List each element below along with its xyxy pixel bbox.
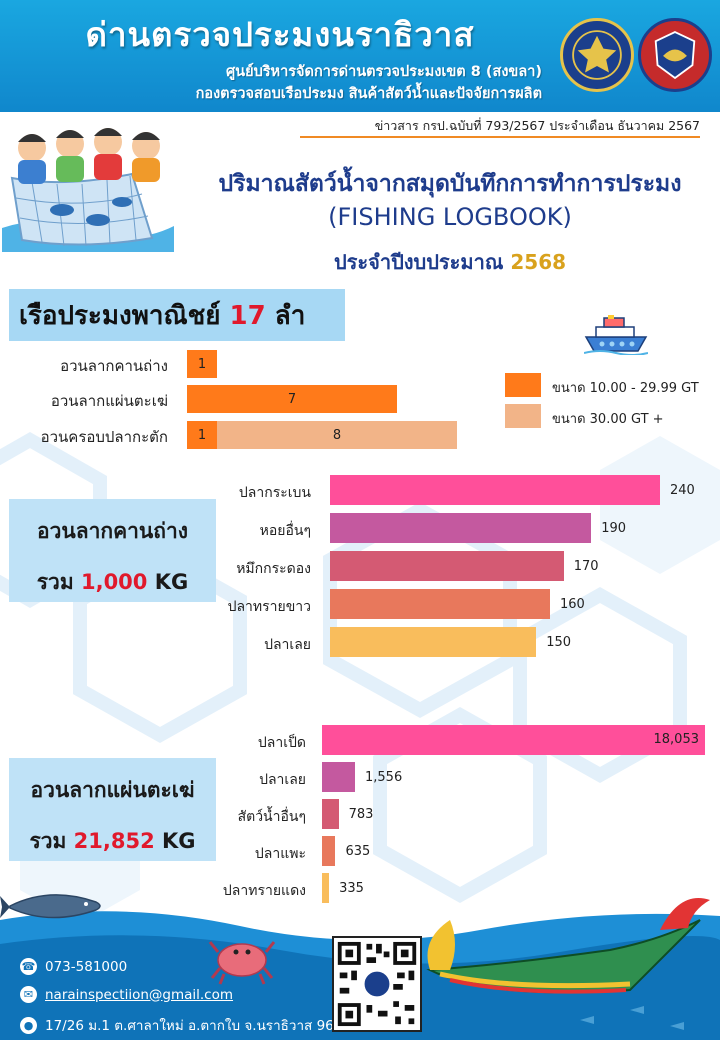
catch-bar: [330, 589, 550, 619]
catch-value-label: 160: [560, 597, 585, 612]
catch-bar: [322, 873, 330, 903]
beam-trawl-summary-total: รวม 1,000 KG: [36, 570, 189, 594]
catch-value-label: 190: [601, 521, 627, 536]
boats-heading-prefix: เรือประมงพาณิชย์: [19, 301, 221, 331]
category-label: ปลากระเบน: [238, 485, 311, 501]
category-label: ปลาเป็ด: [257, 735, 306, 751]
catch-bar: [330, 551, 564, 581]
location-pin-icon: ●: [20, 1016, 37, 1034]
category-label: ปลาทรายขาว: [227, 599, 311, 615]
catch-bar: [322, 725, 705, 755]
category-label: ปลาแพะ: [254, 846, 306, 862]
catch-bar: [330, 513, 592, 543]
crab-icon: [208, 941, 276, 985]
catch-bar: [322, 799, 339, 829]
category-label: ปลาเลย: [259, 772, 306, 788]
legend-swatch: [505, 373, 541, 397]
qr-code-icon[interactable]: [332, 936, 422, 1032]
category-label: ปลาทรายแดง: [222, 883, 306, 899]
infographic-title-line-1: ปริมาณสัตว์น้ำจากสมุดบันทึกการทำการประมง: [218, 171, 682, 197]
catch-bar: [322, 836, 336, 866]
catch-value-label: 150: [546, 635, 572, 650]
boats-count: 17: [229, 301, 266, 331]
catch-value-label: 240: [670, 483, 695, 498]
infographic-title-line-2: (FISHING LOGBOOK): [328, 203, 572, 231]
contact-email[interactable]: ✉ narainspectiion@gmail.com: [20, 986, 233, 1003]
header-title: ด่านตรวจประมงนราธิวาส: [85, 15, 475, 54]
otter-trawl-catch-chart: ปลาเป็ด 18,053 ปลาเลย 1,556 สัตว์น้ำอื่นๆ 783…: [0, 720, 720, 920]
vessel-bar-segment: 8: [217, 421, 457, 449]
beam-trawl-summary-box: อวนลากคานถ่าง รวม 1,000 KG: [9, 499, 216, 602]
beam-trawl-total-value: 1,000: [80, 570, 148, 594]
email-icon: ✉: [20, 986, 37, 1003]
vessel-bar-segment: 7: [187, 385, 397, 413]
header-banner: ด่านตรวจประมงนราธิวาส ศูนย์บริหารจัดการด…: [0, 0, 720, 112]
catch-value-label: 635: [345, 844, 371, 859]
category-label: หมึกกระดอง: [236, 561, 311, 577]
contact-phone: ☎ 073-581000: [20, 958, 128, 975]
boats-unit: ลำ: [274, 301, 306, 331]
header-subtitle-1: ศูนย์บริหารจัดการด่านตรวจประมงเขต 8 (สงข…: [225, 64, 542, 80]
fiscal-year-prefix: ประจำปีงบประมาณ: [333, 250, 504, 274]
legend-swatch: [505, 404, 541, 428]
vessel-type-label: อวนลากคานถ่าง: [60, 357, 168, 375]
fishery-inspection-badge-icon: [638, 18, 712, 92]
catch-bar: [322, 762, 355, 792]
catch-value-label: 783: [348, 807, 374, 822]
infographic-title-line-3: ประจำปีงบประมาณ 2568: [180, 246, 720, 278]
beam-trawl-catch-chart: ปลากระเบน 240 หอยอื่นๆ 190 หมึกกระดอง 170 ปลาท…: [0, 470, 720, 670]
department-seal-icon: [560, 18, 634, 92]
catch-bar: [330, 627, 537, 657]
vessel-type-chart: อวนลากคานถ่าง 1 อวนลากแผ่นตะเฆ่ 7 อวนครอบปลา…: [0, 340, 720, 460]
catch-bar: [330, 475, 660, 505]
category-label: ปลาเลย: [264, 637, 311, 653]
news-line: ข่าวสาร กรป.ฉบับที่ 793/2567 ประจำเดือน …: [300, 116, 700, 138]
contact-address: ● 17/26 ม.1 ต.ศาลาใหม่ อ.ตากใบ จ.นราธิวา…: [20, 1014, 360, 1036]
commercial-boats-heading: เรือประมงพาณิชย์ 17 ลำ: [9, 289, 345, 341]
fiscal-year: 2568: [510, 250, 567, 274]
category-label: หอยอื่นๆ: [259, 523, 311, 539]
otter-trawl-summary-total: รวม 21,852 KG: [29, 829, 196, 853]
category-label: สัตว์น้ำอื่นๆ: [237, 809, 306, 825]
header-subtitle-2: กองตรวจสอบเรือประมง สินค้าสัตว์น้ำและปัจ…: [195, 86, 542, 102]
otter-trawl-summary-title: อวนลากแผ่นตะเฆ่: [30, 778, 195, 802]
catch-value-label: 18,053: [653, 732, 700, 747]
phone-icon: ☎: [20, 958, 37, 975]
catch-value-label: 170: [573, 559, 599, 574]
tuna-fish-icon: [0, 894, 101, 919]
catch-value-label: 335: [339, 881, 364, 896]
traditional-korlae-boat-icon: [426, 898, 710, 1030]
vessel-bar-segment: 1: [187, 421, 217, 449]
ship-icon: [584, 315, 648, 355]
catch-value-label: 1,556: [365, 770, 403, 785]
vessel-type-label: อวนครอบปลากะตัก: [40, 428, 168, 446]
beam-trawl-summary-title: อวนลากคานถ่าง: [36, 519, 189, 543]
fishermen-illustration-icon: [2, 128, 174, 252]
legend-label: ขนาด 10.00 - 29.99 GT: [552, 381, 699, 396]
vessel-type-label: อวนลากแผ่นตะเฆ่: [50, 392, 168, 410]
legend-label: ขนาด 30.00 GT +: [552, 412, 664, 427]
otter-trawl-summary-box: อวนลากแผ่นตะเฆ่ รวม 21,852 KG: [9, 758, 216, 861]
otter-trawl-total-value: 21,852: [73, 829, 155, 853]
vessel-bar-segment: 1: [187, 350, 217, 378]
